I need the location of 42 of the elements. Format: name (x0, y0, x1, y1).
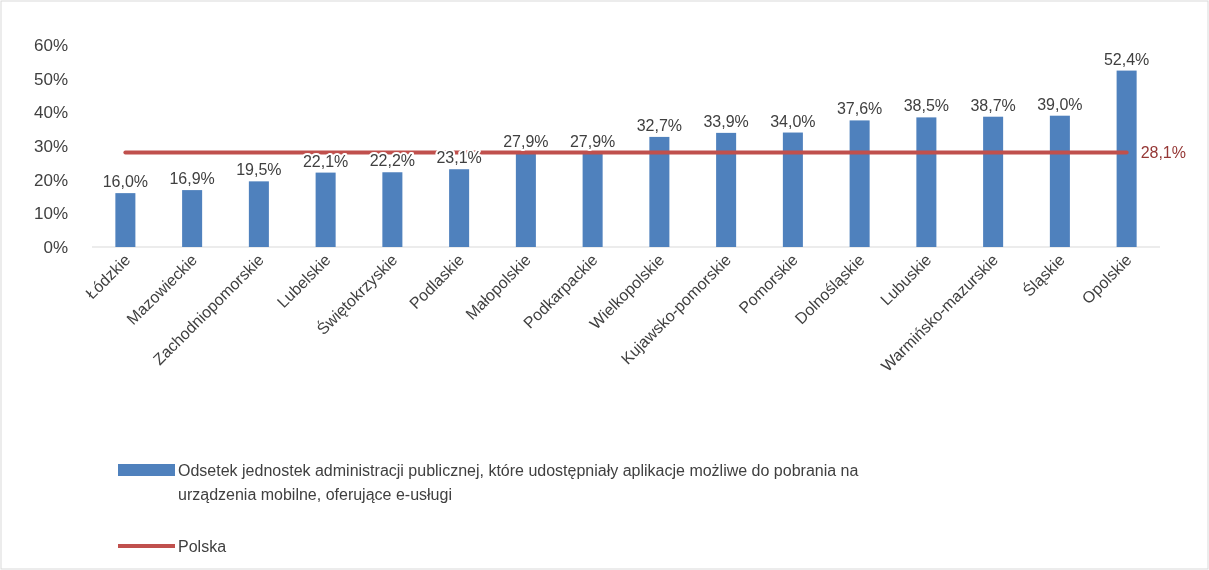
bar (382, 172, 403, 247)
y-tick-label: 50% (33, 69, 68, 89)
legend-label: Odsetek jednostek administracji publicznej, które udostępniały aplikacje możliwe do pobrania na urządzenia mobilne, oferujące e-usługi (178, 462, 859, 503)
data-label: 33,9% (703, 112, 749, 130)
y-tick-label: 60% (33, 36, 68, 55)
data-label: 16,9% (169, 170, 215, 188)
bar (182, 190, 203, 247)
data-label: 16,0% (102, 173, 149, 191)
bar (449, 169, 470, 247)
data-label: 52,4% (1103, 50, 1150, 68)
bar (1049, 115, 1070, 247)
bar (649, 136, 670, 247)
data-label: 34,0% (770, 112, 816, 130)
bar (716, 132, 737, 247)
bar (248, 181, 269, 247)
bar (916, 117, 937, 247)
data-label: 37,6% (836, 100, 883, 118)
y-tick-label: 10% (33, 204, 68, 224)
data-label: 23,1% (436, 149, 482, 167)
bar (582, 153, 603, 247)
bar (515, 153, 536, 247)
legend-label: Polska (178, 538, 227, 555)
bar (983, 116, 1004, 247)
bar (782, 132, 803, 247)
y-tick-label: 20% (33, 170, 68, 190)
data-label: 38,5% (903, 97, 950, 115)
y-tick-label: 0% (43, 238, 68, 257)
data-label: 38,7% (970, 96, 1016, 114)
data-label: 22,2% (369, 152, 416, 170)
bar (115, 193, 136, 247)
data-label: 19,5% (236, 161, 282, 179)
data-label: 39,0% (1037, 95, 1083, 113)
bar (1116, 70, 1137, 247)
data-label: 22,1% (302, 152, 349, 170)
y-tick-label: 40% (33, 103, 68, 123)
data-label: 27,9% (569, 133, 616, 151)
data-label: 27,9% (503, 133, 549, 151)
bar (849, 120, 870, 247)
data-label: 32,7% (636, 116, 683, 134)
y-tick-label: 30% (33, 137, 68, 156)
bar (315, 172, 336, 247)
data-label: 28,1% (1140, 144, 1186, 162)
